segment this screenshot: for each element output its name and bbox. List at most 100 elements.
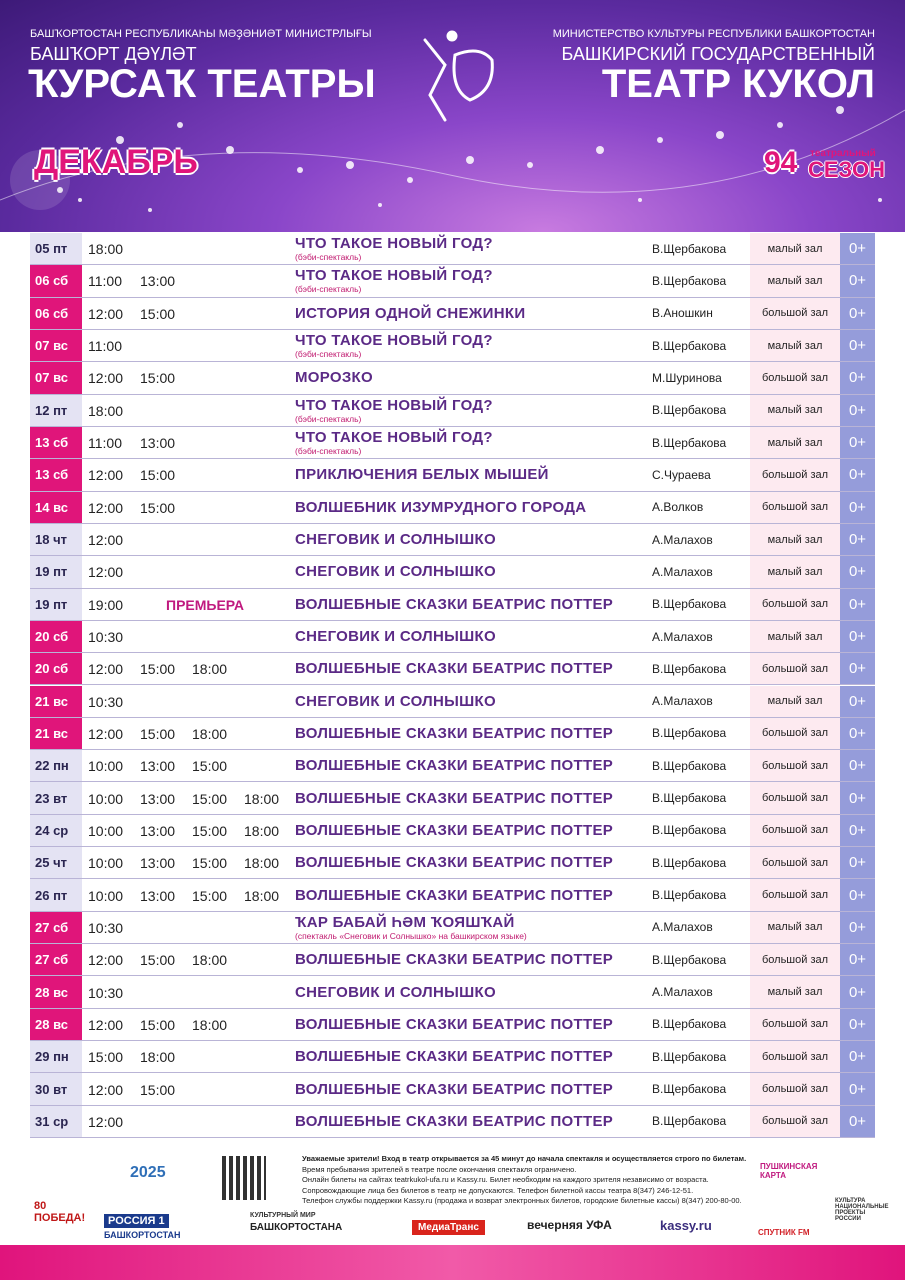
date-cell: 12 пт: [30, 394, 82, 426]
show-title: ВОЛШЕБНЫЕ СКАЗКИ БЕАТРИС ПОТТЕР: [295, 1112, 614, 1130]
director: А.Малахов: [652, 532, 713, 547]
schedule-row: 22 пн 10:00 13:00 15:00 ВОЛШЕБНЫЕ СКАЗКИ БЕА…: [30, 750, 875, 783]
logo-culture-top: КУЛЬТУРНЫЙ МИР: [250, 1212, 316, 1219]
show-title: ЧТО ТАКОЕ НОВЫЙ ГОД?: [295, 235, 493, 253]
time: 11:00: [88, 273, 122, 290]
show-title: ЧТО ТАКОЕ НОВЫЙ ГОД?: [295, 267, 493, 285]
hall: большой зал: [761, 1115, 829, 1128]
director: В.Щербакова: [652, 855, 727, 870]
time: 18:00: [192, 952, 228, 969]
age-cell: 0+: [840, 879, 875, 911]
time: 10:00: [88, 887, 124, 904]
hall: большой зал: [761, 1083, 829, 1095]
show-title: ВОЛШЕБНЫЕ СКАЗКИ БЕАТРИС ПОТТЕР: [295, 1048, 614, 1066]
date: 13 сб: [35, 435, 69, 451]
show-title: МОРОЗКО: [295, 369, 373, 387]
date-cell: 29 пн: [30, 1041, 82, 1073]
hall-cell: большой зал: [750, 362, 840, 394]
schedule-row: 07 вс 11:00 ЧТО ТАКОЕ НОВЫЙ ГОД? (бэби-спек…: [30, 329, 875, 363]
time: 15:00: [140, 305, 176, 322]
title-cell: ВОЛШЕБНИК ИЗУМРУДНОГО ГОРОДА: [290, 492, 645, 523]
hall: малый зал: [767, 436, 823, 449]
age: 0+: [848, 434, 867, 452]
date-cell: 19 пт: [30, 588, 82, 620]
director: В.Щербакова: [652, 1114, 727, 1129]
director-cell: В.Аношкин: [645, 298, 750, 329]
hall: большой зал: [761, 792, 829, 805]
age: 0+: [848, 369, 867, 387]
age: 0+: [848, 1015, 867, 1033]
age: 0+: [848, 531, 867, 549]
date-cell: 24 ср: [30, 814, 82, 847]
schedule-row: 18 чт 12:00 СНЕГОВИК И СОЛНЫШКО А.Малахов ма…: [30, 523, 875, 557]
hall: малый зал: [767, 695, 823, 708]
logo-year: 2025: [130, 1164, 166, 1181]
director: В.Щербакова: [652, 273, 727, 288]
age-cell: 0+: [840, 233, 875, 265]
hall-cell: большой зал: [750, 750, 840, 782]
date-cell: 21 вс: [30, 685, 82, 717]
director-cell: В.Щербакова: [645, 653, 750, 684]
hall: малый зал: [767, 339, 823, 352]
hall: малый зал: [767, 242, 823, 255]
age-cell: 0+: [840, 814, 875, 847]
time: 12:00: [88, 564, 124, 581]
time: 18:00: [244, 855, 280, 872]
title-cell: ПРИКЛЮЧЕНИЯ БЕЛЫХ МЫШЕЙ: [290, 459, 645, 490]
schedule-row: 26 пт 10:00 13:00 15:00 18:00 ВОЛШЕБНЫЕ СКАЗК…: [30, 879, 875, 912]
age-cell: 0+: [840, 1008, 875, 1041]
date: 21 вс: [35, 725, 68, 741]
show-title: ЧТО ТАКОЕ НОВЫЙ ГОД?: [295, 396, 493, 414]
time: 13:00: [140, 435, 176, 452]
time: 13:00: [140, 887, 176, 904]
date: 20 сб: [35, 661, 69, 677]
time: 15:00: [192, 758, 228, 775]
hall: большой зал: [761, 1018, 829, 1031]
left-line2: ҠУРСАҠ ТЕАТРЫ: [28, 62, 376, 106]
age: 0+: [848, 821, 867, 839]
show-title: СНЕГОВИК И СОЛНЫШКО: [295, 628, 496, 645]
director: В.Щербакова: [652, 435, 727, 450]
show-title: СНЕГОВИК И СОЛНЫШКО: [295, 563, 496, 581]
show-subtitle: (спектакль «Снеговик и Солнышко» на башк…: [295, 930, 527, 941]
director: В.Щербакова: [652, 1049, 727, 1064]
logo-victory: 80 ПОБЕДА!: [34, 1200, 86, 1224]
title-cell: ЧТО ТАКОЕ НОВЫЙ ГОД? (бэби-спектакль): [290, 427, 645, 458]
time: 15:00: [192, 790, 228, 807]
show-title: ВОЛШЕБНЫЕ СКАЗКИ БЕАТРИС ПОТТЕР: [295, 595, 614, 613]
age-cell: 0+: [840, 717, 875, 750]
time: 13:00: [140, 822, 176, 839]
date-cell: 07 вс: [30, 362, 82, 394]
time: 15:00: [192, 855, 228, 872]
notice-line: Сопровождающие лица без билетов в театр …: [302, 1185, 694, 1195]
time: 15:00: [192, 887, 228, 904]
show-title: ВОЛШЕБНЫЕ СКАЗКИ БЕАТРИС ПОТТЕР: [295, 789, 614, 807]
schedule-row: 25 чт 10:00 13:00 15:00 18:00 ВОЛШЕБНЫЕ СКАЗК…: [30, 847, 875, 880]
hall-cell: малый зал: [750, 620, 840, 653]
date: 19 пт: [35, 596, 68, 612]
date-cell: 18 чт: [30, 523, 82, 556]
date: 22 пн: [35, 758, 69, 774]
hall: малый зал: [767, 404, 823, 417]
date-cell: 20 сб: [30, 620, 82, 653]
age: 0+: [848, 724, 867, 742]
director-cell: В.Щербакова: [645, 589, 750, 620]
date: 20 сб: [35, 629, 69, 644]
hall: большой зал: [761, 598, 829, 611]
age-cell: 0+: [840, 362, 875, 394]
schedule-row: 06 сб 12:00 15:00 ИСТОРИЯ ОДНОЙ СНЕЖИНКИ В.А…: [30, 297, 875, 330]
director-cell: В.Щербакова: [645, 944, 750, 975]
hall: малый зал: [767, 533, 823, 546]
age: 0+: [848, 951, 867, 969]
title-cell: ВОЛШЕБНЫЕ СКАЗКИ БЕАТРИС ПОТТЕР: [290, 653, 645, 684]
title-cell: ВОЛШЕБНЫЕ СКАЗКИ БЕАТРИС ПОТТЕР: [290, 1073, 645, 1104]
director-cell: В.Щербакова: [645, 847, 750, 878]
hall-cell: малый зал: [750, 976, 840, 1008]
director: А.Малахов: [652, 985, 713, 1000]
director: М.Шуринова: [652, 370, 722, 385]
age: 0+: [848, 854, 867, 872]
hall-cell: малый зал: [750, 556, 840, 588]
age-cell: 0+: [840, 329, 875, 362]
date-cell: 19 пт: [30, 556, 82, 588]
hall-cell: малый зал: [750, 523, 840, 556]
